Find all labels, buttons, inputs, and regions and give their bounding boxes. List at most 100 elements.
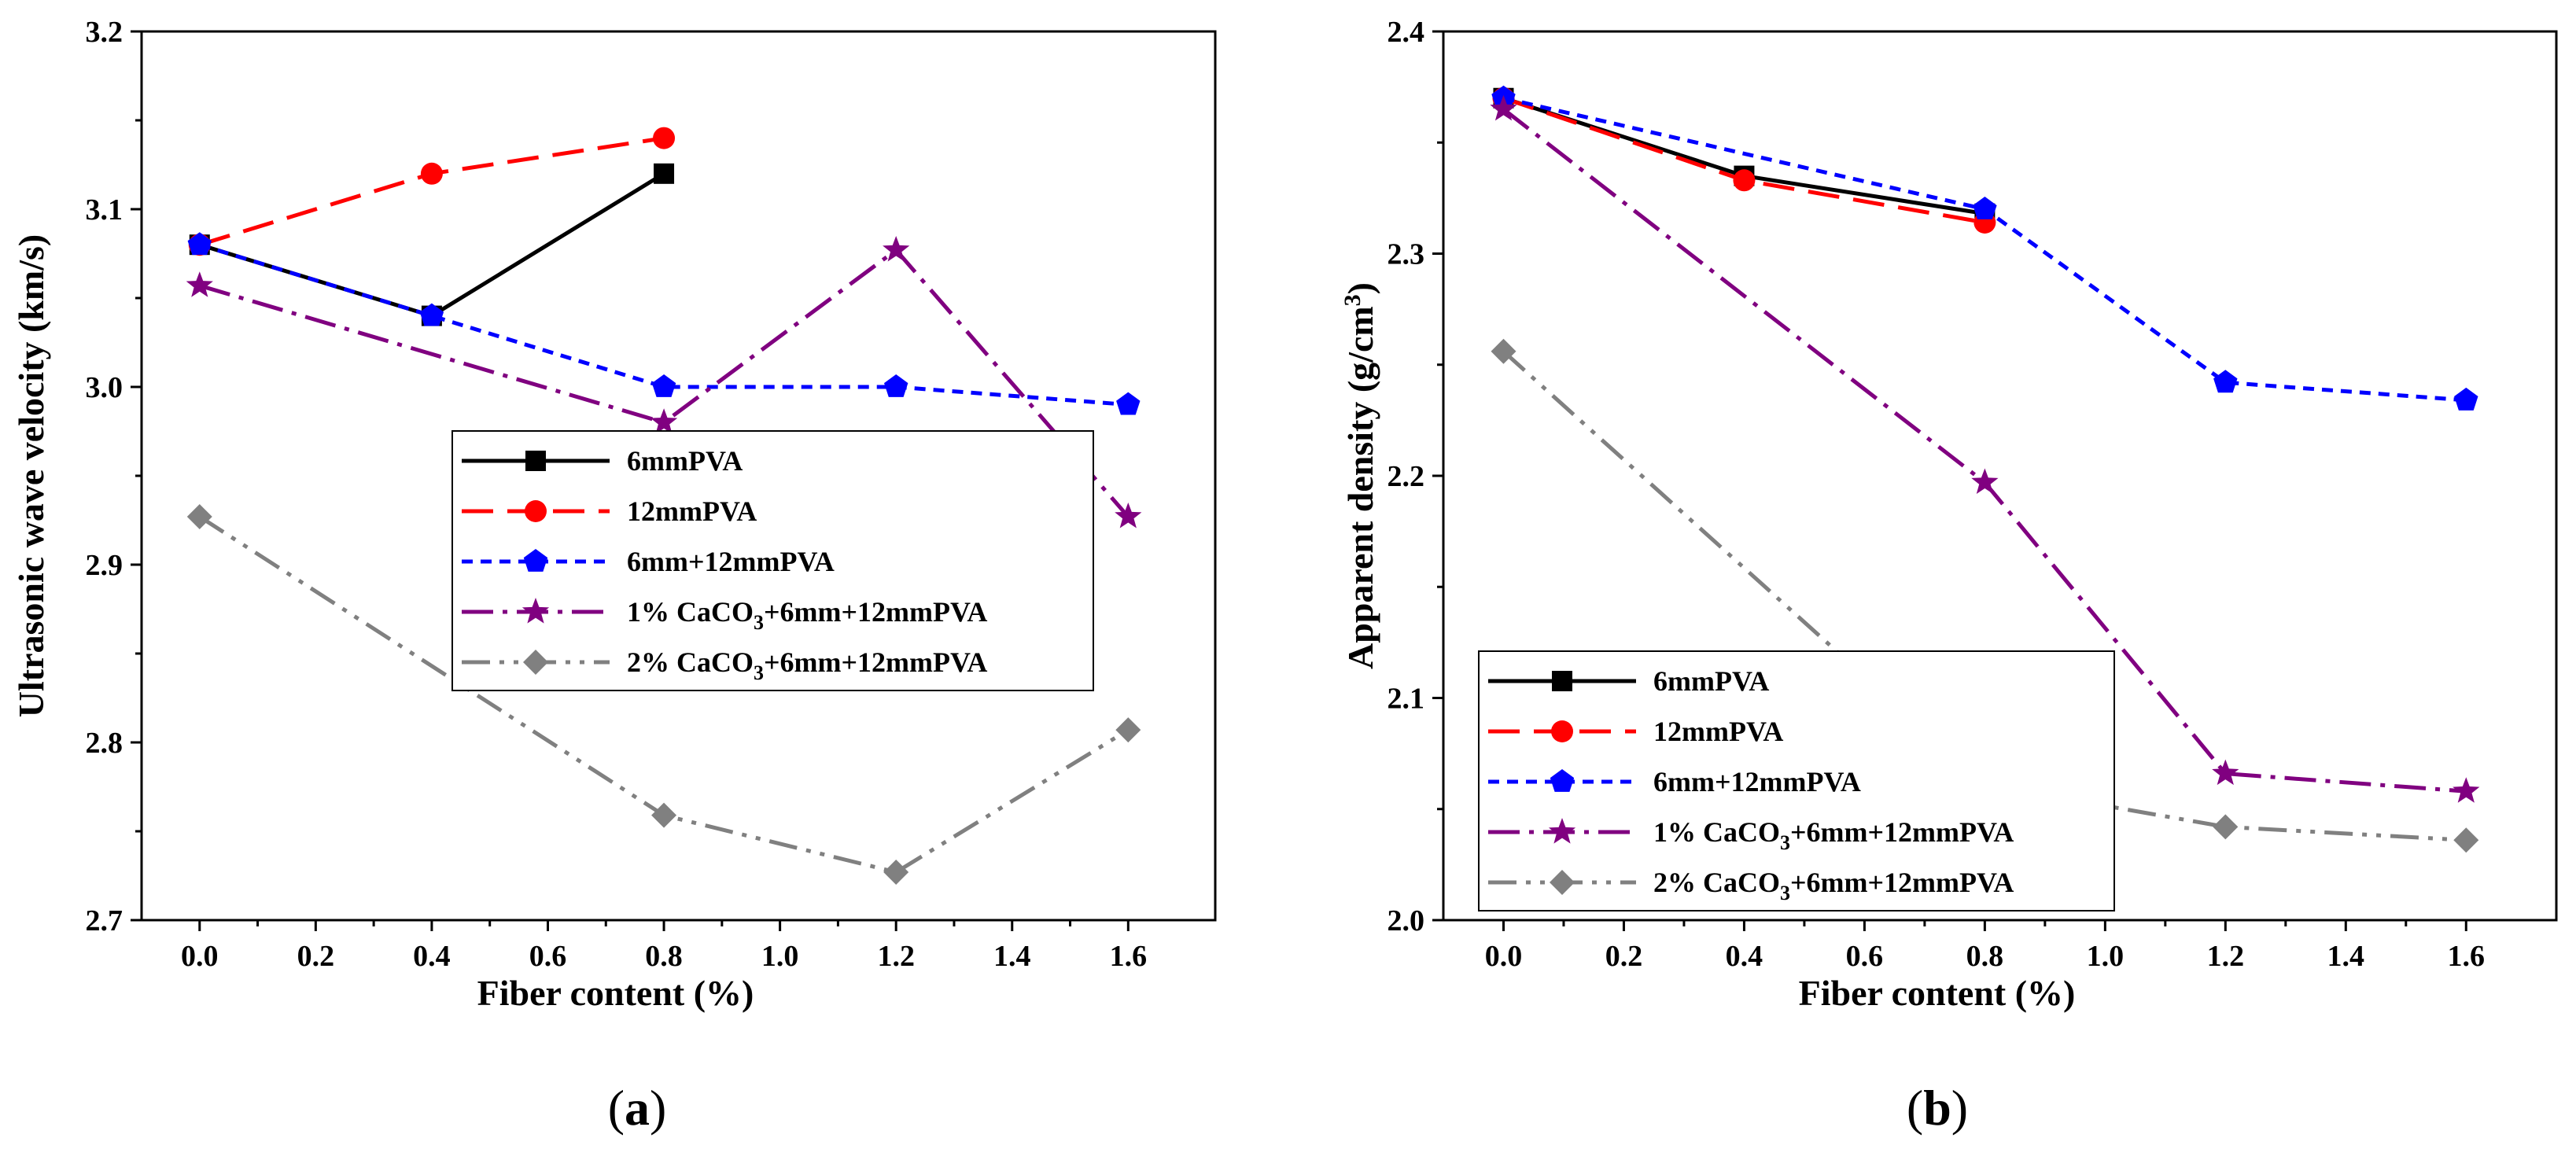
series-line [198, 514, 1130, 875]
series-6mm+12mm [187, 232, 1141, 415]
legend-item: 1% CaCO3+6mm+12mmPVA [1488, 816, 2014, 854]
legend-swatch-marker [1550, 769, 1575, 792]
data-point [2454, 387, 2478, 411]
y-tick-label: 3.0 [86, 371, 123, 404]
y-tick-label: 2.3 [1388, 238, 1425, 271]
y-tick-label: 3.2 [86, 16, 123, 49]
data-point [2213, 370, 2238, 393]
series-2%CaCO3 [186, 503, 1141, 885]
series-line [1502, 96, 1985, 216]
series-line [199, 242, 1129, 407]
y-tick-label: 2.7 [86, 904, 123, 937]
legend-item: 6mmPVA [462, 445, 743, 477]
legend: 6mmPVA 12mmPVA 6mm+12mmPVA 1% CaCO3+6mm+12m… [451, 430, 1094, 691]
legend-label: 6mmPVA [627, 445, 743, 477]
legend-swatch-marker [525, 451, 546, 471]
y-tick-label: 2.4 [1388, 16, 1425, 49]
legend-item: 12mmPVA [462, 495, 757, 527]
legend-swatch-marker [1548, 818, 1576, 844]
data-point [1115, 717, 1141, 743]
legend-label: 2% CaCO3+6mm+12mmPVA [627, 646, 987, 684]
x-tick-label: 1.6 [2448, 940, 2486, 973]
data-point [653, 127, 676, 149]
data-point [1490, 94, 1517, 121]
x-tick-label: 1.4 [993, 940, 1031, 973]
legend-swatch-marker [523, 549, 548, 572]
data-point [186, 503, 212, 529]
y-tick-label: 3.1 [86, 193, 123, 226]
series-line [199, 136, 665, 247]
legend-item: 2% CaCO3+6mm+12mmPVA [1488, 867, 2014, 904]
x-tick-label: 0.6 [1846, 940, 1884, 973]
legend-swatch-marker [525, 500, 547, 522]
legend-item: 2% CaCO3+6mm+12mmPVA [462, 646, 987, 684]
x-tick-label: 1.4 [2327, 940, 2365, 973]
y-axis-title: Ultrasonic wave velocity (km/s) [11, 234, 51, 718]
x-axis-title: Fiber content (%) [477, 973, 754, 1013]
series-1%CaCO3 [1490, 94, 2480, 803]
x-tick-label: 0.8 [1966, 940, 2004, 973]
data-point [1115, 503, 1142, 528]
legend-label: 12mmPVA [1653, 716, 1783, 747]
data-point [1116, 392, 1141, 415]
legend-label: 1% CaCO3+6mm+12mmPVA [1653, 816, 2014, 854]
series-line [199, 247, 1130, 518]
series-6mm+12mm [1491, 85, 2478, 411]
legend-item: 1% CaCO3+6mm+12mmPVA [462, 596, 987, 634]
series-line [1502, 96, 2467, 403]
legend-swatch-marker [1550, 870, 1575, 895]
series-6mm [1493, 87, 1996, 224]
data-point [883, 236, 910, 262]
series-line [1502, 349, 2467, 842]
data-point [650, 408, 678, 434]
x-tick-label: 0.2 [1605, 940, 1643, 973]
legend-item: 12mmPVA [1488, 716, 1783, 747]
x-tick-label: 0.4 [413, 940, 451, 973]
legend-swatch-marker [521, 598, 550, 624]
data-point [654, 163, 675, 184]
data-point [651, 374, 676, 397]
caption-a: (a) [608, 1080, 667, 1136]
data-point [1733, 169, 1756, 192]
x-tick-label: 0.0 [1485, 940, 1523, 973]
x-tick-label: 0.8 [645, 940, 683, 973]
legend-swatch-marker [1552, 671, 1572, 691]
x-tick-label: 0.2 [297, 940, 335, 973]
x-tick-label: 0.0 [181, 940, 219, 973]
x-tick-label: 1.2 [877, 940, 915, 973]
y-tick-label: 2.8 [86, 727, 123, 760]
panel-b: 0.0 0.2 0.4 0.6 0.8 1.0 1.2 1.4 1.6 2.0 2.1 2.2 2.3 2… [1340, 16, 2558, 1013]
x-tick-label: 1.0 [2087, 940, 2125, 973]
legend-label: 12mmPVA [627, 495, 757, 527]
x-tick-label: 0.4 [1726, 940, 1763, 973]
y-tick-label: 2.9 [86, 549, 123, 582]
legend-label: 6mmPVA [1653, 665, 1769, 697]
data-point [1973, 197, 1997, 219]
series-1%CaCO3 [186, 236, 1142, 528]
x-tick-label: 0.6 [529, 940, 567, 973]
x-tick-label: 1.0 [761, 940, 799, 973]
x-axis-title: Fiber content (%) [1799, 973, 2076, 1013]
legend-item: 6mm+12mmPVA [462, 546, 835, 577]
x-tick-label: 1.6 [1110, 940, 1148, 973]
data-point [2212, 759, 2239, 786]
series-line [199, 171, 665, 319]
data-point [2453, 827, 2479, 853]
data-point [187, 232, 212, 256]
data-point [420, 162, 443, 185]
legend-swatch-marker [523, 650, 548, 675]
y-axis-title: Apparent density (g/cm3) [1340, 282, 1380, 669]
panel-a: 0.0 0.2 0.4 0.6 0.8 1.0 1.2 1.4 1.6 2.7 2.8 2.9 3.0 3… [11, 16, 1217, 1013]
data-point [2453, 777, 2480, 803]
legend-swatch-marker [1551, 720, 1573, 742]
legend-label: 1% CaCO3+6mm+12mmPVA [627, 596, 987, 634]
y-tick-label: 2.0 [1388, 904, 1425, 937]
data-point [1491, 338, 1516, 364]
data-point [884, 374, 908, 397]
y-tick-label: 2.1 [1388, 683, 1425, 716]
data-point [2213, 814, 2239, 840]
data-point [186, 271, 213, 297]
x-tick-label: 1.2 [2207, 940, 2245, 973]
series-line [1502, 107, 2467, 794]
